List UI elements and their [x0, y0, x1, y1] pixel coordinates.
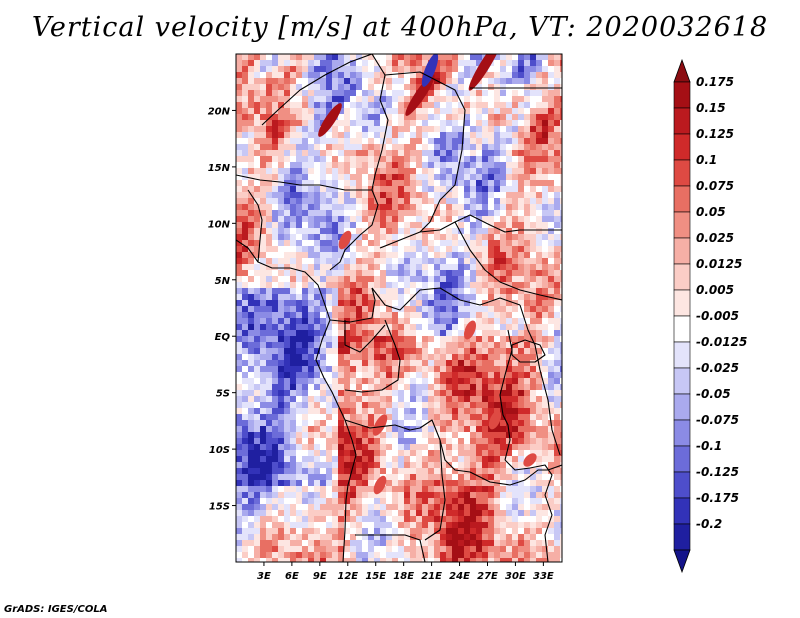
map-title: Vertical velocity [m/s] at 400hPa, VT: 2…: [31, 12, 769, 43]
colorbar-label: 0.15: [696, 101, 726, 115]
colorbar-swatch: [673, 445, 691, 473]
lon-tick-label: 30E: [505, 571, 526, 582]
colorbar-label: 0.175: [696, 75, 734, 89]
lon-tick-label: 24E: [449, 571, 470, 582]
border-angola-drc: [344, 419, 471, 473]
country-borders: [236, 54, 562, 562]
lon-tick-label: 18E: [393, 571, 414, 582]
border-lake-victoria: [511, 339, 546, 363]
colorbar-label: 0.125: [696, 127, 734, 141]
lat-tick-label: 5S: [216, 389, 230, 400]
border-cameroon-congo: [329, 287, 376, 323]
lat-tick-label: 20N: [208, 106, 231, 117]
colorbar-bottom-arrow: [673, 549, 691, 574]
map-frame: [235, 53, 563, 563]
colorbar-label: -0.125: [696, 465, 739, 479]
colorbar-label: 0.05: [696, 205, 726, 219]
border-gabon-congo: [344, 320, 386, 353]
colorbar-swatch: [673, 211, 691, 239]
lon-tick-label: 27E: [477, 571, 498, 582]
colorbar-swatch: [673, 237, 691, 265]
coastline-west: [236, 239, 357, 562]
software-credit: GrADS: IGES/COLA: [4, 604, 108, 615]
border-lake-chad-region: [329, 189, 379, 271]
longitude-axis: 3E 6E 9E 12E 15E 18E 21E 24E 27E 30E 33E: [257, 562, 554, 582]
colorbar-swatch: [673, 315, 691, 343]
lon-tick-label: 21E: [421, 571, 442, 582]
colorbar-swatch: [673, 393, 691, 421]
colorbar-swatch: [673, 263, 691, 291]
colorbar-swatch: [673, 497, 691, 525]
border-south-sudan: [454, 214, 562, 233]
border-niger-nigeria: [236, 174, 372, 191]
border-angola-zambia: [424, 439, 446, 541]
colorbar-swatch: [673, 471, 691, 499]
lat-tick-label: 15N: [208, 163, 231, 174]
colorbar: 0.175 0.15 0.125 0.1 0.075 0.05 0.025 0.0125 0.0…: [673, 58, 747, 574]
lat-tick-label: 10S: [209, 445, 230, 456]
colorbar-swatch: [673, 419, 691, 447]
lat-tick-label: 10N: [208, 219, 231, 230]
lon-tick-label: 3E: [257, 571, 271, 582]
colorbar-swatch: [673, 133, 691, 161]
border-central-africa: [379, 221, 562, 301]
colorbar-label: 0.0125: [696, 257, 742, 271]
colorbar-swatch: [673, 341, 691, 369]
colorbar-swatch: [673, 107, 691, 135]
border-great-lakes: [499, 329, 513, 461]
colorbar-label: -0.05: [696, 387, 731, 401]
colorbar-top-arrow: [673, 58, 691, 83]
lat-tick-label: 15S: [209, 502, 230, 513]
border-east-africa: [519, 304, 561, 456]
colorbar-label: 0.1: [696, 153, 717, 167]
colorbar-swatch: [673, 185, 691, 213]
colorbar-label: -0.075: [696, 413, 739, 427]
lon-tick-label: 6E: [285, 571, 299, 582]
map-panel: [236, 54, 562, 562]
colorbar-swatch: [673, 81, 691, 109]
lon-tick-label: 33E: [533, 571, 554, 582]
lat-tick-label: EQ: [215, 332, 231, 343]
border-drc-west: [344, 319, 401, 393]
lat-tick-label: 5N: [215, 276, 231, 287]
colorbar-label: -0.025: [696, 361, 739, 375]
colorbar-swatch: [673, 159, 691, 187]
colorbar-swatch: [673, 367, 691, 395]
colorbar-label: 0.005: [696, 283, 734, 297]
lon-tick-label: 12E: [337, 571, 358, 582]
colorbar-swatch: [673, 523, 691, 551]
colorbar-label: -0.2: [696, 517, 722, 531]
colorbar-label: -0.0125: [696, 335, 747, 349]
colorbar-label: -0.1: [696, 439, 722, 453]
border-north-1: [261, 54, 373, 126]
border-tanzania-zambia: [504, 459, 553, 562]
latitude-axis: 20N 15N 10N 5N EQ 5S 10S 15S: [208, 106, 236, 513]
colorbar-swatch: [673, 289, 691, 317]
border-libya-chad: [384, 71, 466, 233]
border-nigeria-benin: [247, 189, 263, 263]
border-angola-south: [355, 534, 426, 562]
border-congo-north: [371, 287, 521, 311]
lon-tick-label: 15E: [365, 571, 386, 582]
colorbar-label: 0.025: [696, 231, 734, 245]
lon-tick-label: 9E: [313, 571, 327, 582]
velocity-field: [236, 54, 562, 562]
colorbar-label: 0.075: [696, 179, 734, 193]
colorbar-label: -0.175: [696, 491, 739, 505]
colorbar-label: -0.005: [696, 309, 739, 323]
